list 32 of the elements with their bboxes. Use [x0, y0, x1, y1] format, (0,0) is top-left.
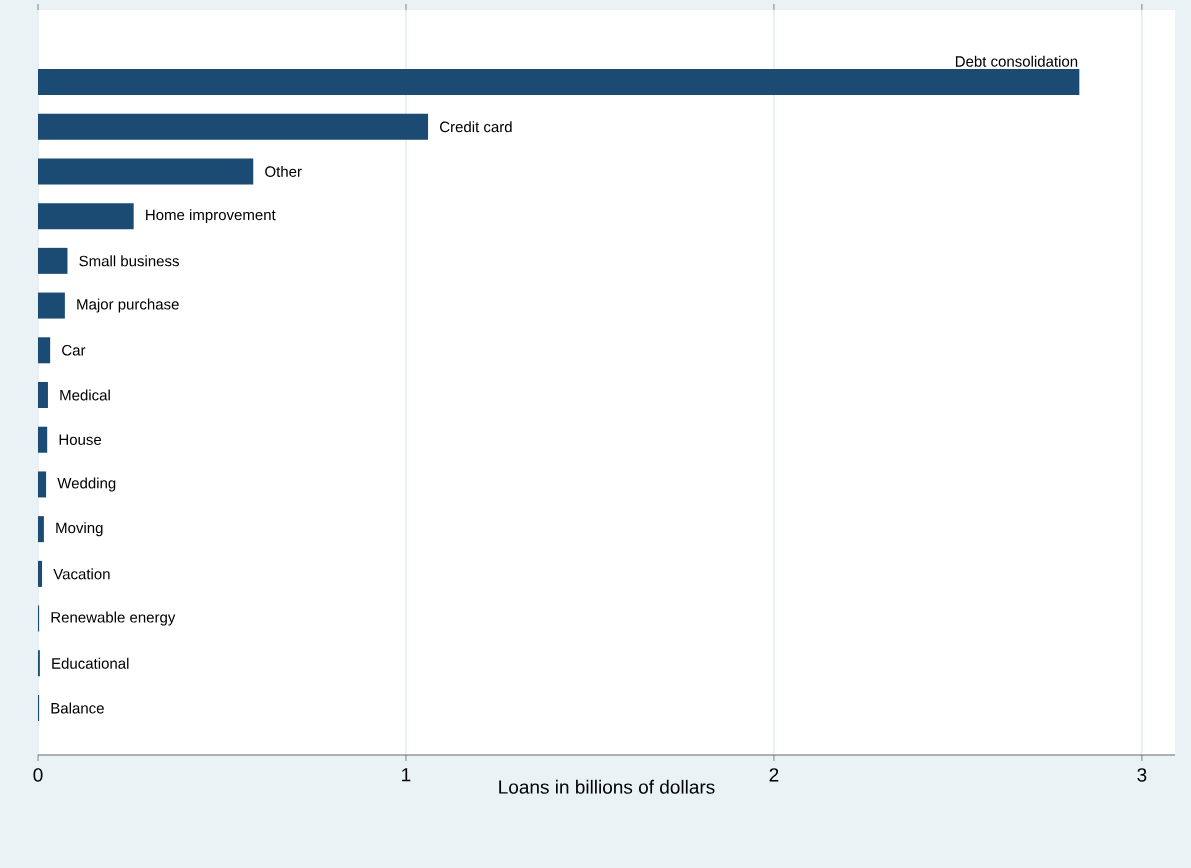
- y-tick-label: Small business: [79, 255, 179, 267]
- y-tick-label: Vacation: [53, 568, 110, 580]
- bar: [38, 158, 254, 185]
- bar: [38, 292, 65, 319]
- y-tick-label: Renewable energy: [51, 611, 176, 626]
- x-tick-label: 3: [1137, 768, 1147, 782]
- bar: [38, 113, 429, 140]
- bar: [38, 516, 44, 543]
- x-axis-title: Loans in billions of dollars: [499, 779, 715, 794]
- bar: [38, 471, 47, 498]
- y-tick-label: Educational: [52, 657, 129, 669]
- bar: [38, 560, 43, 587]
- y-tick-label: Car: [62, 344, 86, 356]
- y-tick-label: House: [59, 434, 102, 445]
- y-tick-label: Major purchase: [77, 298, 179, 313]
- x-tick-label: 0: [33, 768, 43, 782]
- y-tick-label: Debt consolidation: [955, 55, 1078, 67]
- bar: [38, 337, 51, 364]
- y-tick-label: Wedding: [57, 477, 116, 492]
- bar: [38, 203, 134, 230]
- bar: [38, 382, 48, 408]
- y-tick-label: Moving: [56, 522, 103, 537]
- bar: [38, 426, 48, 453]
- y-tick-label: Other: [265, 165, 302, 177]
- y-tick-label: Home improvement: [146, 209, 276, 224]
- x-tick-label: 2: [769, 768, 779, 782]
- bar: [38, 68, 1080, 95]
- x-tick-label: 1: [402, 768, 411, 782]
- y-tick-label: Credit card: [440, 121, 512, 133]
- bar: [38, 247, 68, 274]
- y-tick-label: Medical: [60, 389, 110, 401]
- y-tick-label: Balance: [51, 702, 104, 714]
